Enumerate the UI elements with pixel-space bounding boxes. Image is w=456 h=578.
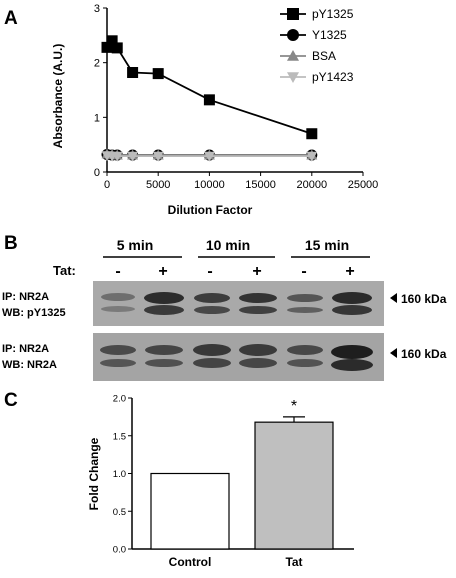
data-point-pY1325 bbox=[127, 67, 139, 79]
legend-label-BSA: BSA bbox=[312, 49, 336, 63]
blot-row-wb-2: WB: NR2A bbox=[2, 359, 57, 371]
data-point-pY1325 bbox=[106, 35, 118, 47]
chart-c-ylabel: Fold Change bbox=[87, 437, 101, 510]
legend-marker-BSA bbox=[287, 50, 299, 61]
chart-c-y-tick-label: 1.5 bbox=[113, 431, 126, 442]
blot-bands-NR2A bbox=[100, 344, 373, 371]
time-label-10min: 10 min bbox=[206, 237, 250, 253]
data-point-pY1325 bbox=[111, 42, 123, 54]
data-point-pY1423 bbox=[306, 151, 318, 162]
bar-tat bbox=[254, 421, 334, 550]
chart-a: Absorbance (A.U.) Dilution Factor 0 1 2 3 0 5… bbox=[51, 3, 378, 217]
tat-sign: + bbox=[158, 263, 167, 280]
tat-sign: + bbox=[345, 263, 354, 280]
data-point-pY1423 bbox=[152, 151, 164, 162]
western-blot: 5 min 10 min 15 min Tat: - + - + - + IP:… bbox=[2, 237, 447, 381]
blot-row-ip-1: IP: NR2A bbox=[2, 291, 49, 303]
chart-a-ylabel: Absorbance (A.U.) bbox=[51, 44, 65, 149]
chart-c-y-tick-label: 1.0 bbox=[113, 469, 126, 480]
chart-a-legend: pY1325 Y1325 BSA pY1423 bbox=[280, 7, 354, 84]
data-point-pY1325 bbox=[306, 128, 318, 140]
series-line-pY1325 bbox=[106, 39, 313, 135]
panel-label-a: A bbox=[4, 8, 18, 29]
chart-c: Fold Change 0.0 0.5 1.0 1.5 2.0 Control Tat * bbox=[87, 394, 354, 569]
tat-sign: - bbox=[115, 263, 120, 280]
time-label-15min: 15 min bbox=[305, 237, 349, 253]
legend-marker-Y1325 bbox=[287, 29, 299, 41]
marker-arrow-icon bbox=[390, 348, 397, 358]
chart-a-y-tick-label: 3 bbox=[94, 3, 100, 15]
legend-marker-pY1325 bbox=[287, 8, 299, 20]
chart-c-category-label: Tat bbox=[285, 555, 302, 569]
chart-c-y-tick-label: 0.5 bbox=[113, 507, 126, 518]
chart-a-y-tick-label: 2 bbox=[94, 58, 100, 70]
marker-arrow-icon bbox=[390, 293, 397, 303]
data-point-pY1325 bbox=[101, 41, 113, 53]
legend-label-pY1325: pY1325 bbox=[312, 7, 354, 21]
chart-c-category-label: Control bbox=[169, 555, 212, 569]
tat-sign: + bbox=[252, 263, 261, 280]
significance-marker: * bbox=[291, 398, 297, 415]
legend-marker-pY1423 bbox=[287, 72, 299, 83]
chart-c-y-tick-label: 0.0 bbox=[113, 545, 126, 556]
time-label-5min: 5 min bbox=[117, 237, 154, 253]
chart-a-x-tick-label: 15000 bbox=[245, 179, 276, 191]
bar-control bbox=[150, 472, 230, 550]
data-point-pY1325 bbox=[152, 68, 164, 80]
chart-a-y-tick-label: 1 bbox=[94, 112, 100, 124]
tat-label: Tat: bbox=[53, 263, 76, 278]
chart-a-x-tick-label: 0 bbox=[104, 179, 110, 191]
chart-a-x-tick-label: 25000 bbox=[348, 179, 379, 191]
marker-label-2: 160 kDa bbox=[401, 347, 447, 361]
data-point-pY1423 bbox=[111, 151, 123, 162]
legend-label-Y1325: Y1325 bbox=[312, 28, 347, 42]
chart-a-y-tick-label: 0 bbox=[94, 167, 100, 179]
data-point-pY1423 bbox=[127, 151, 139, 162]
chart-a-x-tick-label: 10000 bbox=[194, 179, 225, 191]
chart-a-x-tick-label: 20000 bbox=[297, 179, 328, 191]
chart-a-xlabel: Dilution Factor bbox=[168, 203, 253, 217]
tat-sign: - bbox=[301, 263, 306, 280]
legend-label-pY1423: pY1423 bbox=[312, 70, 354, 84]
data-point-pY1325 bbox=[203, 94, 215, 106]
chart-a-x-tick-label: 5000 bbox=[146, 179, 170, 191]
blot-row-wb-1: WB: pY1325 bbox=[2, 307, 66, 319]
tat-sign: - bbox=[207, 263, 212, 280]
blot-row-ip-2: IP: NR2A bbox=[2, 343, 49, 355]
chart-c-y-tick-label: 2.0 bbox=[113, 394, 126, 405]
blot-bands-pY1325 bbox=[101, 292, 372, 315]
blot-strip-NR2A bbox=[93, 333, 384, 381]
panel-label-c: C bbox=[4, 390, 18, 411]
data-point-pY1423 bbox=[203, 151, 215, 162]
blot-strip-pY1325 bbox=[93, 281, 384, 326]
panel-label-b: B bbox=[4, 233, 18, 254]
marker-label-1: 160 kDa bbox=[401, 292, 447, 306]
